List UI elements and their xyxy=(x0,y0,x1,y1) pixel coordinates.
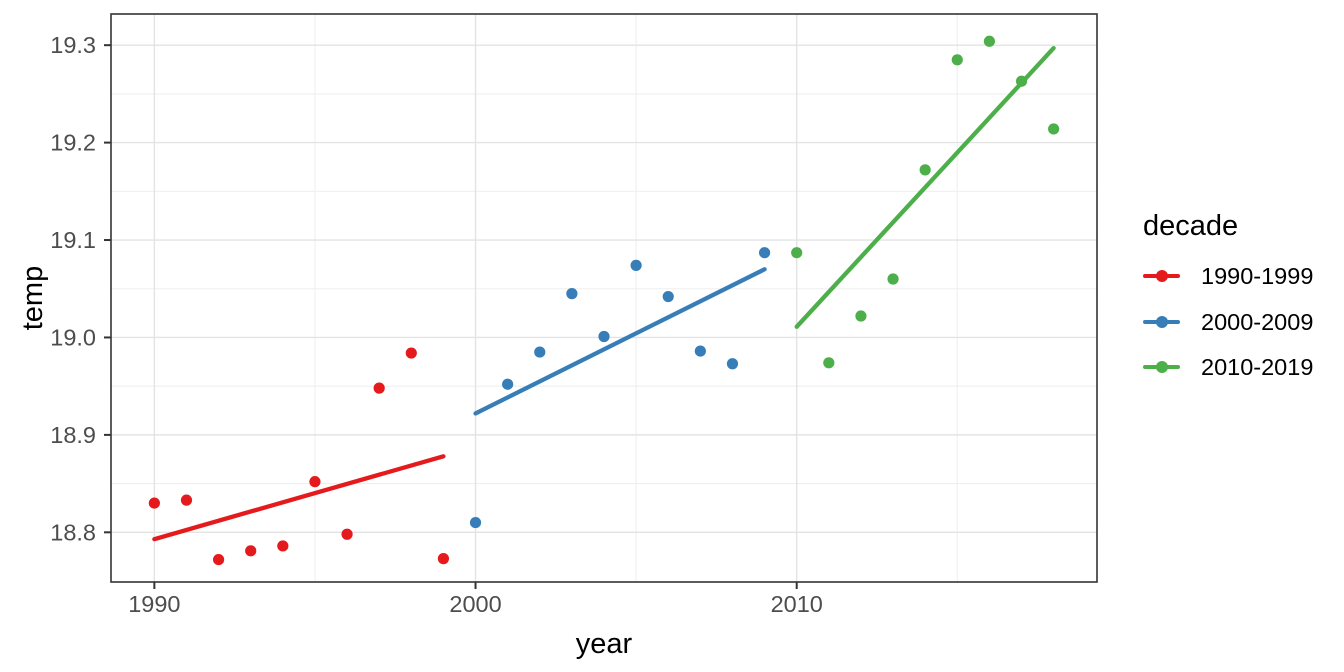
data-point xyxy=(437,553,450,565)
data-point xyxy=(758,247,771,259)
y-tick-label: 19.1 xyxy=(50,227,96,253)
y-axis-title: temp xyxy=(17,265,49,331)
panel-border xyxy=(110,13,1098,583)
data-point xyxy=(855,310,867,322)
data-point xyxy=(662,290,674,303)
data-point xyxy=(1048,123,1060,135)
trend-line xyxy=(152,454,446,542)
y-tick-label: 19.3 xyxy=(50,32,96,58)
data-point xyxy=(919,164,931,176)
data-point xyxy=(951,54,963,66)
legend-key-line-dot-icon xyxy=(1143,299,1180,345)
legend-key-line-dot-icon xyxy=(1143,253,1180,299)
data-point xyxy=(726,358,739,370)
x-tick-label: 1990 xyxy=(128,591,180,617)
y-tick-label: 18.9 xyxy=(50,422,96,448)
y-tick-label: 19.2 xyxy=(50,130,96,156)
legend-entry-2000s: 2000-2009 xyxy=(1143,299,1313,345)
data-point xyxy=(373,382,385,394)
data-point xyxy=(245,545,257,557)
data-point xyxy=(630,259,642,271)
data-point xyxy=(502,378,514,390)
data-point xyxy=(983,35,996,47)
data-point xyxy=(791,247,803,259)
data-point xyxy=(534,346,546,358)
data-point xyxy=(309,476,321,488)
data-point xyxy=(823,357,835,369)
plot-panel xyxy=(111,14,1097,582)
legend-key-line-dot-icon xyxy=(1143,344,1180,390)
data-point xyxy=(694,345,706,357)
legend-label: 2000-2009 xyxy=(1201,308,1314,335)
legend-entry-2010s: 2010-2019 xyxy=(1143,344,1313,390)
data-point xyxy=(887,273,899,285)
legend: decade 1990-1999 2000-2009 2010-2019 xyxy=(1143,212,1338,392)
data-point xyxy=(212,553,225,566)
data-point xyxy=(148,497,160,509)
legend-label: 1990-1999 xyxy=(1201,262,1314,289)
data-point xyxy=(598,330,610,343)
x-tick-label: 2010 xyxy=(771,591,823,617)
data-point xyxy=(469,516,482,529)
y-tick-label: 18.8 xyxy=(50,519,96,545)
data-point xyxy=(341,528,353,540)
x-tick-label: 2000 xyxy=(449,591,501,617)
trend-line xyxy=(794,45,1056,329)
trend-line xyxy=(473,267,767,416)
y-tick-label: 19.0 xyxy=(50,324,96,350)
legend-label: 2010-2019 xyxy=(1201,353,1314,380)
data-point xyxy=(277,540,289,552)
x-axis-title: year xyxy=(575,628,633,660)
data-point xyxy=(566,288,578,300)
data-point xyxy=(180,494,193,506)
legend-entry-1990s: 1990-1999 xyxy=(1143,253,1313,299)
data-point xyxy=(405,347,417,359)
legend-title: decade xyxy=(1143,210,1239,242)
